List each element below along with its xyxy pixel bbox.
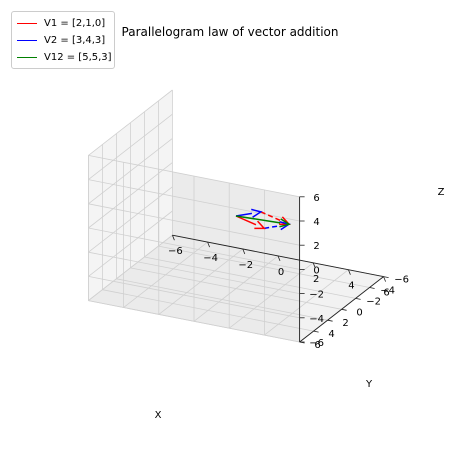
x-tick-label: −6 (168, 246, 183, 257)
grid-line (88, 155, 300, 198)
x-tick-label: 4 (348, 281, 354, 292)
legend-label-v2: V2 = [3,4,3] (44, 35, 106, 46)
legend-swatch-v1 (17, 23, 37, 24)
z-tick-label: 2 (313, 241, 319, 252)
y-tick-mark (327, 319, 333, 322)
y-tick-label: −2 (366, 296, 381, 307)
legend-swatch-v2 (17, 40, 37, 41)
y-tick-label: −6 (394, 275, 409, 286)
x-tick-label: −2 (238, 260, 253, 271)
grid-line (88, 113, 173, 180)
x-tick-mark (207, 241, 210, 248)
grid-lines (88, 89, 384, 343)
y-tick-mark (299, 341, 305, 344)
z-tick-label: −4 (309, 314, 324, 325)
z-tick-label: 6 (313, 193, 319, 204)
y-tick-mark (383, 276, 389, 278)
legend-item-v12: V12 = [5,5,3] (12, 49, 114, 66)
y-tick-label: 0 (356, 307, 362, 318)
x-tick-label: 2 (313, 274, 319, 285)
legend-item-v2: V2 = [3,4,3] (12, 32, 114, 49)
y-tick-label: 2 (342, 318, 348, 329)
x-tick-label: 6 (383, 288, 389, 299)
vector-3-shaft (235, 215, 281, 224)
y-tick-label: 6 (314, 340, 320, 351)
y-tick-mark (369, 287, 375, 289)
legend: V1 = [2,1,0] V2 = [3,4,3] V12 = [5,5,3] (11, 11, 115, 69)
x-axis-label: X (155, 410, 162, 421)
y-tick-label: −4 (380, 286, 395, 297)
legend-label-v1: V1 = [2,1,0] (44, 18, 106, 29)
z-tick-label: −6 (309, 338, 324, 349)
chart-title: Parallelogram law of vector addition (122, 25, 339, 39)
y-tick-label: 4 (328, 329, 334, 340)
helper-vector-1-shaft (260, 211, 282, 222)
x-tick-label: 0 (278, 267, 284, 278)
y-tick-mark (341, 308, 347, 311)
legend-item-v1: V1 = [2,1,0] (12, 15, 114, 32)
z-tick-label: −2 (309, 290, 324, 301)
grid-line (88, 89, 173, 156)
vector-1-head (254, 220, 266, 230)
x-tick-mark (172, 235, 175, 241)
grid-line (88, 300, 300, 343)
grid-line (102, 289, 314, 332)
helper-vector-2-shaft (264, 224, 281, 230)
z-axis-label: Z (438, 187, 445, 198)
vector-2-head (251, 208, 263, 218)
z-tick-label: 0 (313, 265, 319, 276)
legend-label-v12: V12 = [5,5,3] (44, 52, 112, 63)
x-tick-mark (277, 255, 281, 262)
vector-3-head (279, 218, 291, 228)
x-tick-mark (312, 262, 316, 268)
y-tick-mark (313, 330, 319, 333)
x-tick-label: −4 (203, 253, 218, 264)
vector-1-shaft (235, 215, 257, 226)
vector-2-shaft (235, 212, 253, 217)
z-tick-label: 4 (313, 217, 319, 228)
x-tick-mark (348, 269, 351, 275)
y-axis-label: Y (365, 379, 373, 390)
x-tick-mark (242, 248, 246, 255)
vectors (235, 208, 291, 231)
legend-swatch-v12 (17, 57, 37, 58)
x-tick-mark (383, 276, 386, 282)
y-tick-mark (355, 298, 361, 300)
